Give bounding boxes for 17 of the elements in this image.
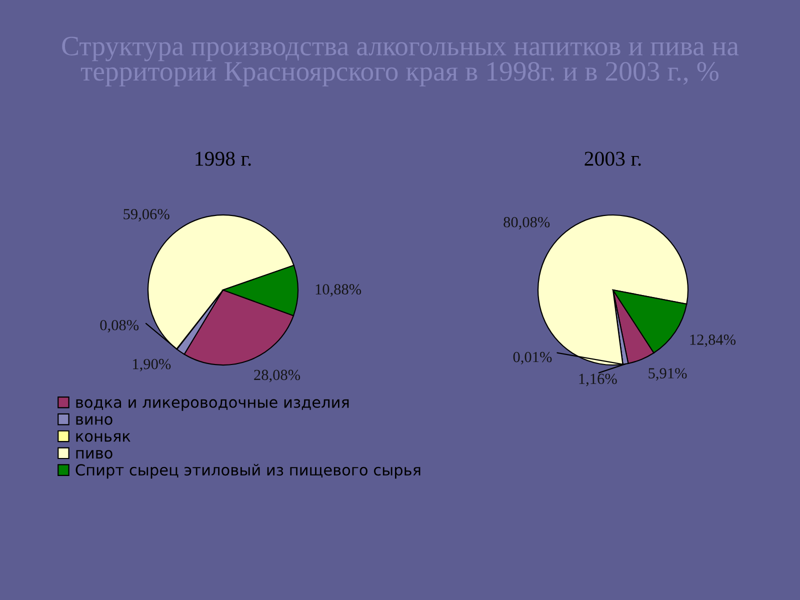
data-label: 80,08% <box>504 216 550 230</box>
legend-label: Спирт сырец этиловый из пищевого сырья <box>76 464 420 479</box>
data-label: 10,88% <box>316 284 362 297</box>
data-label: 0,08% <box>100 320 139 332</box>
data-label: 28,08% <box>254 370 300 382</box>
legend-label: пиво <box>76 450 112 459</box>
data-label: 12,84% <box>690 334 736 348</box>
chart-subtitle: 1998 г. <box>196 152 251 166</box>
data-label: 0,01% <box>513 352 552 364</box>
legend-label: коньяк <box>76 433 130 442</box>
data-label: 1,16% <box>579 374 617 386</box>
legend-label: вино <box>76 416 112 425</box>
chart-subtitle: 2003 г. <box>584 152 641 166</box>
data-label: 5,91% <box>648 368 687 381</box>
data-label: 59,06% <box>124 209 170 222</box>
data-label: 1,90% <box>133 358 171 372</box>
legend-label: водка и ликероводочные изделия <box>76 399 349 411</box>
